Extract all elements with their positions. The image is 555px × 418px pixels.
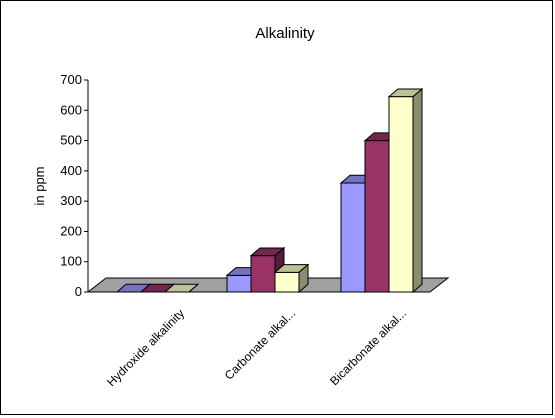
x-axis-labels: Hydroxide alkalinity Carbonate alkal... Bi…: [104, 306, 409, 389]
y-tick-label: 200: [60, 223, 82, 238]
y-tick-label: 400: [60, 163, 82, 178]
bar-front: [274, 271, 300, 293]
bar: [387, 87, 424, 294]
x-tick-label: Bicarbonate alkal...: [327, 306, 409, 388]
bar-front: [388, 96, 414, 293]
bar-side: [298, 263, 309, 294]
y-axis-ticks: 0 100 200 300 400 500 600 700: [60, 72, 88, 299]
bar-front: [364, 140, 390, 293]
bar-front: [250, 255, 276, 293]
y-tick-label: 0: [75, 284, 82, 299]
chart-title: Alkalinity: [255, 25, 315, 42]
x-tick-label: Hydroxide alkalinity: [104, 306, 187, 389]
y-tick-label: 100: [60, 254, 82, 269]
bar: [163, 283, 200, 293]
bars: [115, 87, 424, 294]
y-tick-label: 700: [60, 72, 82, 87]
bar: [273, 263, 310, 294]
bar-front: [340, 182, 366, 293]
y-tick-label: 300: [60, 193, 82, 208]
bar-front: [226, 274, 252, 293]
y-tick-label: 500: [60, 133, 82, 148]
bar-side: [188, 283, 199, 293]
y-tick-label: 600: [60, 102, 82, 117]
x-tick-label: Carbonate alkal...: [222, 306, 298, 382]
y-axis-label: in ppm: [32, 166, 47, 205]
bar-side: [412, 87, 423, 294]
